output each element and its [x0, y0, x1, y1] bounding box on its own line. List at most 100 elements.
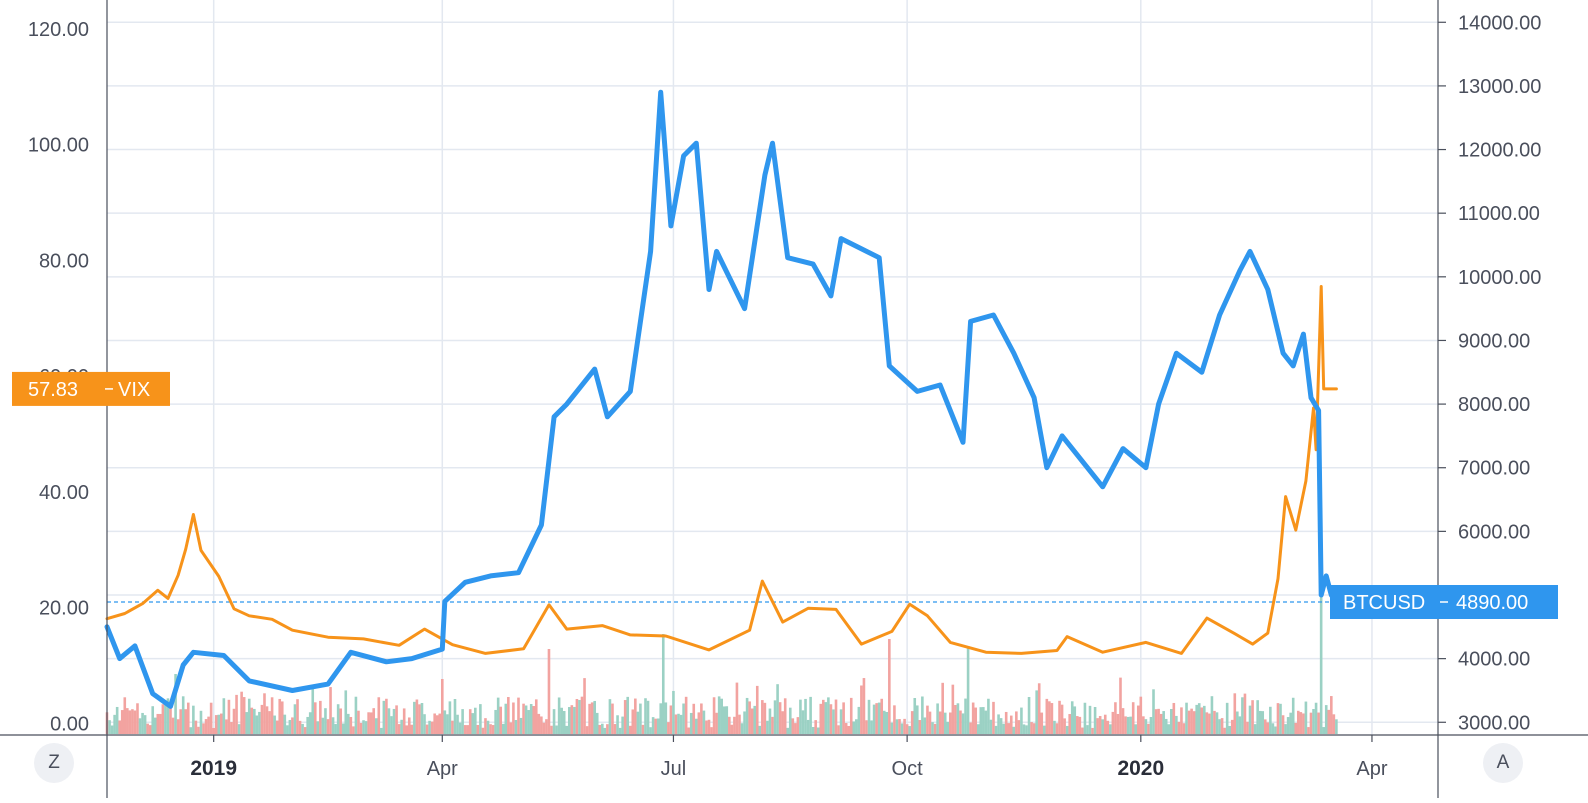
- volume-bar: [987, 698, 990, 734]
- volume-bar: [855, 719, 858, 734]
- volume-bar: [951, 684, 955, 734]
- volume-bar: [773, 700, 777, 734]
- volume-bar: [179, 709, 182, 734]
- volume-bar: [1175, 715, 1178, 734]
- volume-bar: [707, 719, 711, 734]
- volume-bar: [1256, 700, 1259, 734]
- volume-bar: [1020, 707, 1023, 734]
- volume-bar: [743, 711, 746, 734]
- volume-bar: [1042, 725, 1046, 734]
- volume-bar: [138, 718, 142, 734]
- volume-bar: [875, 703, 878, 734]
- volume-bar: [1238, 716, 1242, 734]
- volume-bar: [1063, 718, 1066, 734]
- volume-bar: [913, 698, 917, 734]
- volume-bar: [410, 724, 414, 734]
- volume-bar: [819, 703, 823, 734]
- volume-bar: [1177, 721, 1181, 734]
- volume-bar: [451, 720, 454, 734]
- volume-bar: [667, 722, 670, 734]
- volume-bar: [677, 713, 680, 734]
- right-axis-auto-button[interactable]: A: [1483, 743, 1523, 783]
- volume-bar: [1070, 701, 1074, 734]
- volume-bar: [397, 724, 401, 734]
- volume-bar: [1261, 711, 1265, 734]
- volume-bar: [783, 698, 787, 734]
- volume-bar: [608, 699, 612, 734]
- volume-bar: [1218, 719, 1221, 734]
- volume-bar: [400, 719, 403, 734]
- volume-bar: [1192, 711, 1196, 734]
- volume-bar: [199, 710, 203, 734]
- volume-bar: [110, 725, 114, 734]
- volume-bar: [527, 710, 530, 734]
- volume-bar: [247, 698, 251, 734]
- volume-bar: [341, 723, 345, 734]
- volume-bar: [217, 714, 221, 734]
- volume-bar: [933, 723, 937, 734]
- volume-bar: [1147, 723, 1150, 734]
- volume-bar: [611, 703, 614, 734]
- volume-bar: [915, 705, 919, 734]
- volume-bar: [898, 719, 901, 734]
- volume-bar: [313, 702, 317, 734]
- right-axis-tick-label: 3000.00: [1458, 712, 1530, 734]
- volume-bar: [537, 713, 541, 734]
- volume-bar: [938, 711, 942, 734]
- volume-bar: [654, 718, 657, 734]
- volume-bar: [908, 726, 911, 734]
- volume-bar: [377, 697, 381, 734]
- volume-bar: [585, 726, 589, 734]
- volume-bar: [349, 716, 353, 734]
- volume-bar: [542, 722, 546, 734]
- volume-bar: [1017, 720, 1021, 734]
- volume-bar: [1015, 711, 1018, 734]
- volume-bar: [448, 701, 452, 734]
- volume-bar: [159, 713, 162, 734]
- volume-bar: [316, 721, 320, 734]
- volume-bar: [717, 696, 721, 734]
- volume-bar: [992, 701, 995, 734]
- volume-bar: [128, 710, 132, 734]
- volume-bar: [832, 709, 835, 734]
- volume-bar: [918, 720, 922, 734]
- series-line-vix: [105, 285, 1338, 655]
- volume-bar: [143, 715, 147, 734]
- right-axis-tick-label: 12000.00: [1458, 140, 1541, 162]
- left-axis-scale-button[interactable]: Z: [34, 743, 74, 783]
- volume-bar: [1086, 725, 1089, 734]
- volume-bar: [197, 726, 200, 734]
- volume-bar: [880, 698, 884, 734]
- volume-bar: [420, 702, 424, 734]
- volume-bar: [857, 706, 861, 734]
- volume-bar: [570, 705, 574, 734]
- right-axis-tick-label: 10000.00: [1458, 267, 1541, 289]
- volume-bar: [778, 702, 782, 734]
- volume-bar: [1164, 718, 1168, 734]
- volume-bar: [969, 722, 972, 734]
- volume-bar: [1180, 707, 1183, 734]
- volume-bar: [788, 707, 792, 734]
- volume-bar: [326, 719, 330, 734]
- volume-bar: [120, 710, 124, 734]
- volume-bar: [623, 700, 627, 734]
- volume-bar: [659, 703, 663, 734]
- volume-bar: [171, 717, 175, 734]
- volume-bar: [1048, 701, 1051, 734]
- volume-bar: [1172, 702, 1176, 734]
- volume-bar: [748, 701, 751, 734]
- time-axis-tick-label: 2019: [190, 757, 237, 780]
- volume-bar: [131, 709, 134, 734]
- volume-bar: [1203, 705, 1206, 734]
- volume-bar: [562, 711, 566, 734]
- volume-bar: [1053, 720, 1056, 734]
- volume-bar: [161, 704, 165, 734]
- volume-bar: [385, 698, 388, 734]
- left-axis-tick-label: 40.00: [39, 482, 89, 504]
- volume-bar: [308, 712, 312, 734]
- volume-bar: [900, 723, 904, 734]
- volume-bar: [567, 707, 571, 734]
- volume-bar: [113, 714, 116, 734]
- volume-bar: [268, 711, 271, 734]
